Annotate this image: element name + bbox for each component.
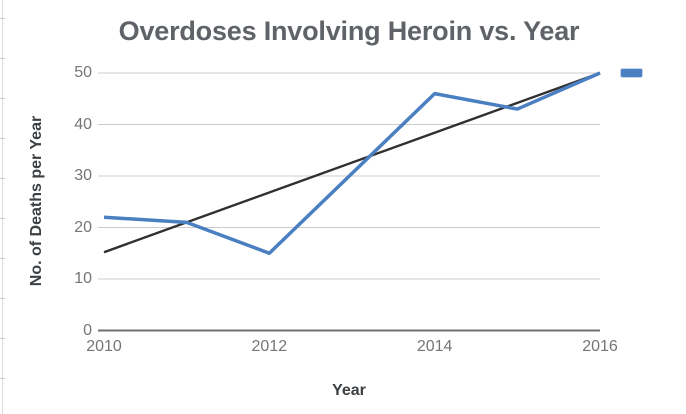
x-tick-label: 2014 [416, 338, 453, 355]
chart-title: Overdoses Involving Heroin vs. Year [118, 16, 580, 46]
spreadsheet-edge-line [2, 0, 3, 414]
legend-swatch[interactable] [621, 69, 642, 77]
spreadsheet-row-tick [0, 18, 5, 19]
x-axis-title: Year [332, 382, 366, 399]
y-tick-label: 30 [74, 167, 92, 184]
spreadsheet-row-tick [0, 258, 5, 259]
spreadsheet-row-tick [0, 98, 5, 99]
spreadsheet-row-tick [0, 138, 5, 139]
spreadsheet-row-tick [0, 178, 5, 179]
series-trendline [103, 71, 601, 254]
spreadsheet-row-tick [0, 298, 5, 299]
spreadsheet-row-tick [0, 338, 5, 339]
y-tick-label: 40 [74, 115, 92, 133]
spreadsheet-row-tick [0, 218, 5, 219]
spreadsheet-row-tick [0, 58, 5, 59]
series-deaths-line [103, 71, 601, 255]
x-tick-label: 2016 [582, 338, 618, 355]
y-axis-title: No. of Deaths per Year [28, 115, 45, 287]
y-tick-label: 50 [74, 64, 92, 81]
spreadsheet-row-tick [0, 378, 5, 379]
x-tick-label: 2012 [251, 338, 288, 355]
y-tick-label: 0 [83, 321, 92, 339]
y-tick-label: 20 [74, 218, 92, 236]
y-tick-label: 10 [74, 270, 92, 287]
x-tick-label: 2010 [86, 338, 122, 355]
